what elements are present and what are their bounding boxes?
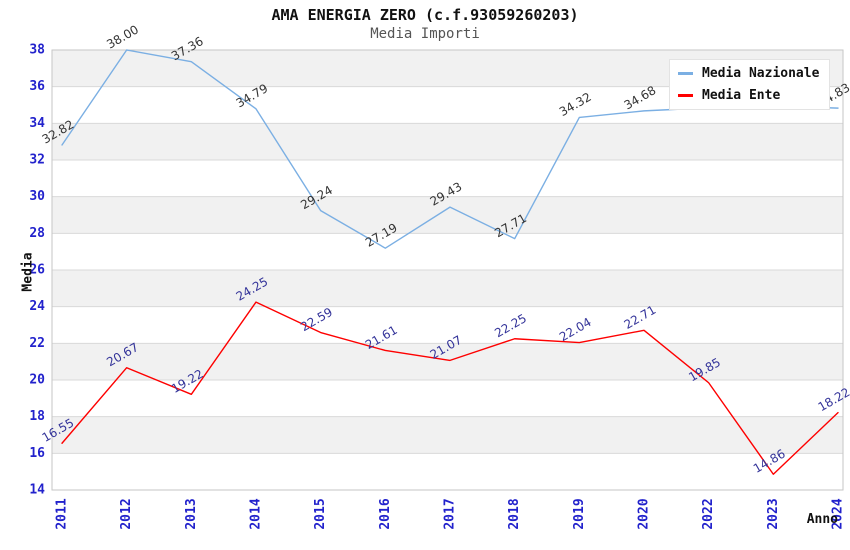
plot-band (52, 306, 843, 344)
plot-band (52, 416, 843, 454)
plot-band (52, 270, 843, 307)
x-tick-label: 2011 (55, 498, 70, 529)
y-tick-label: 18 (29, 409, 45, 424)
x-tick-label: 2015 (313, 498, 328, 529)
x-tick-label: 2018 (507, 498, 522, 529)
series-line-media-ente (61, 301, 839, 475)
y-tick-label: 32 (29, 153, 45, 168)
chart-title: AMA ENERGIA ZERO (c.f.93059260203) (271, 6, 579, 24)
x-tick-label: 2019 (572, 498, 587, 529)
x-tick-label: 2024 (831, 498, 846, 529)
y-tick-label: 24 (29, 299, 45, 314)
plot-band (52, 196, 843, 234)
plot-band (52, 160, 843, 197)
y-tick-label: 14 (29, 483, 45, 498)
plot-border (51, 49, 844, 491)
y-tick-label: 36 (29, 79, 45, 94)
plot-band (52, 453, 843, 490)
x-tick-label: 2013 (184, 498, 199, 529)
y-tick-label: 30 (29, 189, 45, 204)
legend-box: Media Nazionale Media Ente (669, 59, 831, 110)
legend-label: Media Nazionale (702, 66, 820, 81)
x-tick-label: 2022 (701, 498, 716, 529)
legend-label: Media Ente (702, 88, 781, 103)
y-tick-label: 28 (29, 226, 45, 241)
x-tick-label: 2017 (443, 498, 458, 529)
data-point-label: 38.00 (104, 22, 141, 51)
plot-band (52, 123, 843, 160)
y-tick-label: 16 (29, 446, 45, 461)
x-tick-label: 2012 (119, 498, 134, 529)
legend-line-swatch-red (678, 94, 693, 97)
y-tick-label: 26 (29, 263, 45, 278)
legend-line-swatch-blue (678, 72, 693, 75)
x-tick-label: 2016 (378, 498, 393, 529)
y-tick-label: 34 (29, 116, 45, 131)
y-tick-label: 22 (29, 336, 45, 351)
y-axis-title: Media (21, 252, 36, 291)
legend-item-media-ente: Media Ente (678, 87, 819, 104)
x-axis-title: Anno (807, 512, 838, 527)
legend-item-media-nazionale: Media Nazionale (678, 65, 819, 82)
x-tick-label: 2014 (249, 498, 264, 529)
x-tick-label: 2020 (637, 498, 652, 529)
plot-band (52, 343, 843, 380)
plot-band (52, 233, 843, 270)
x-tick-label: 2023 (766, 498, 781, 529)
chart-subtitle: Media Importi (370, 26, 480, 42)
y-tick-label: 20 (29, 373, 45, 388)
y-tick-label: 38 (29, 43, 45, 58)
